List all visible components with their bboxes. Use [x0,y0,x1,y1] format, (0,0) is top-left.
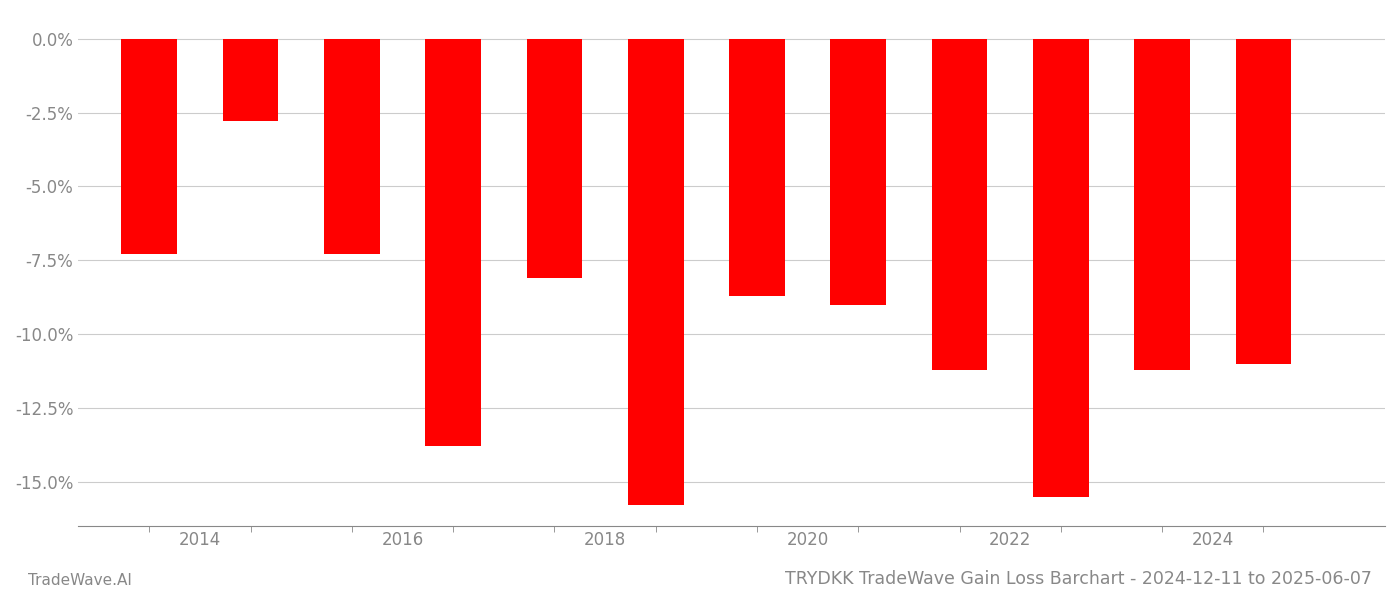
Bar [1134,38,1190,370]
Text: TradeWave.AI: TradeWave.AI [28,573,132,588]
Bar [426,38,482,446]
Bar [1236,38,1291,364]
Bar [932,38,987,370]
Bar [323,38,379,254]
Text: TRYDKK TradeWave Gain Loss Barchart - 2024-12-11 to 2025-06-07: TRYDKK TradeWave Gain Loss Barchart - 20… [785,570,1372,588]
Bar [526,38,582,278]
Bar [1033,38,1089,497]
Bar [729,38,785,296]
Bar [830,38,886,305]
Bar [627,38,683,505]
Bar [223,38,279,121]
Bar [122,38,178,254]
